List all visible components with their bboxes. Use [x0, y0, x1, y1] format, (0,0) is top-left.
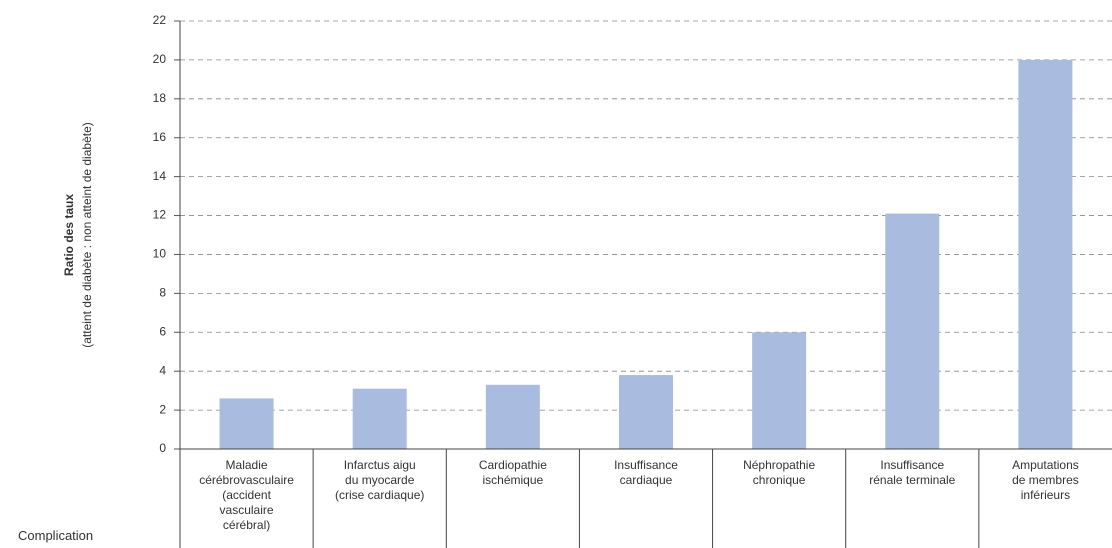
x-tick-label: Cardiopathie ischémique: [478, 458, 547, 487]
x-tick-label: Insuffisance cardiaque: [614, 458, 678, 487]
x-tick-label: Insuffisance rénale terminale: [869, 458, 956, 487]
y-tick-label: 20: [153, 52, 167, 66]
y-tick-label: 0: [159, 441, 166, 455]
bar: [485, 384, 540, 449]
y-axis-label-sub: (atteint de diabète : non atteint de dia…: [80, 122, 94, 348]
bar: [752, 332, 807, 449]
y-tick-label: 6: [159, 324, 166, 338]
y-tick-label: 2: [159, 402, 166, 416]
y-axis-label: Ratio des taux: [62, 194, 76, 276]
x-tick-label: Maladie cérébrovasculaire (accident vasc…: [199, 458, 294, 532]
bar: [885, 213, 940, 449]
y-tick-label: 22: [153, 13, 167, 27]
y-tick-label: 14: [153, 169, 167, 183]
x-tick-label: Amputations de membres inférieurs: [1012, 458, 1079, 502]
bar: [352, 388, 407, 449]
y-tick-label: 16: [153, 130, 167, 144]
y-tick-label: 8: [159, 286, 166, 300]
y-tick-label: 12: [153, 208, 167, 222]
x-axis-label: Complication: [18, 528, 94, 543]
bar: [1018, 59, 1073, 450]
x-tick-label: Néphropathie chronique: [743, 458, 816, 487]
x-tick-label: Infarctus aigu du myocarde (crise cardia…: [335, 458, 425, 502]
bar: [219, 398, 274, 449]
y-tick-label: 4: [159, 363, 166, 377]
y-tick-label: 18: [153, 91, 167, 105]
bar: [619, 375, 673, 449]
y-tick-label: 10: [153, 247, 167, 261]
